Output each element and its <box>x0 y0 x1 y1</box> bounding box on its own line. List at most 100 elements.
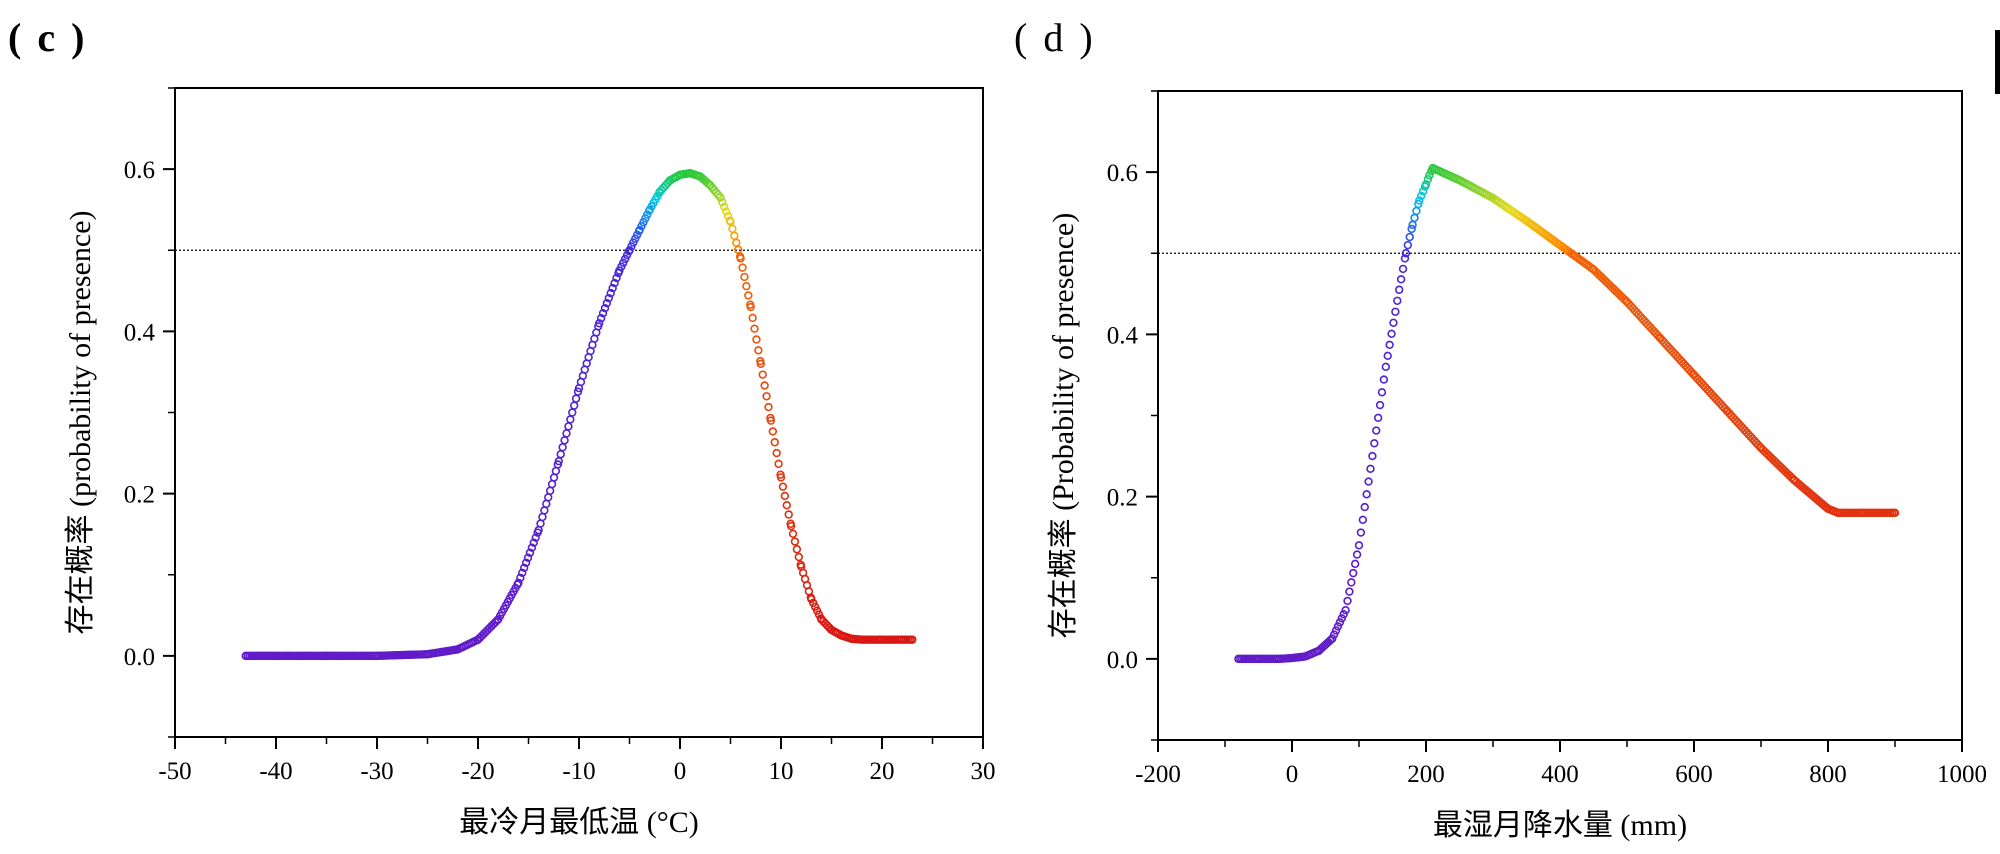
data-point <box>1349 568 1358 578</box>
x-tick-label-c: -30 <box>360 758 393 785</box>
x-axis-title-d: 最湿月降水量 (mm) <box>1433 809 1687 842</box>
data-point <box>752 335 761 344</box>
data-point <box>527 543 537 552</box>
data-point <box>566 415 575 424</box>
data-point <box>596 314 606 323</box>
data-point <box>1333 622 1343 631</box>
y-axis-title-c: 存在概率 (probability of presence) <box>64 210 97 634</box>
data-point <box>518 568 527 578</box>
data-point <box>774 459 783 469</box>
data-point <box>1375 400 1385 410</box>
x-tick-label-c: 10 <box>769 758 794 785</box>
data-point <box>536 519 545 528</box>
data-point <box>718 197 727 207</box>
data-point <box>1423 174 1433 184</box>
y-tick-label-d: 0.0 <box>1107 647 1138 674</box>
x-tick-label-d: 200 <box>1407 761 1445 788</box>
data-point <box>782 501 791 510</box>
data-point <box>1415 196 1424 205</box>
data-point <box>1350 559 1360 569</box>
data-point <box>788 529 798 539</box>
data-point <box>568 408 577 417</box>
data-point <box>523 553 533 562</box>
data-point <box>790 537 800 546</box>
data-point <box>764 402 773 412</box>
data-point <box>720 202 729 211</box>
data-point <box>598 309 608 318</box>
data-point <box>778 482 788 491</box>
data-point <box>571 394 581 403</box>
data-point <box>549 473 559 482</box>
x-tick-label-d: 800 <box>1809 761 1847 788</box>
data-point <box>610 278 619 288</box>
data-point <box>742 281 751 291</box>
x-tick-label-d: 1000 <box>1937 761 1987 788</box>
data-point <box>1398 264 1408 274</box>
neighbor-panel-edge <box>1995 30 2000 94</box>
data-point <box>560 436 569 445</box>
data-series-d <box>1234 163 1900 664</box>
data-point <box>728 224 737 234</box>
data-point <box>569 401 579 410</box>
data-point <box>784 510 793 519</box>
data-point <box>760 381 769 390</box>
data-point <box>562 429 571 438</box>
data-point <box>776 473 786 482</box>
data-point <box>1407 224 1416 234</box>
x-tick-label-c: 20 <box>870 758 895 785</box>
data-point <box>1339 610 1348 619</box>
data-point <box>772 448 781 458</box>
data-point <box>1393 296 1402 305</box>
data-point <box>1377 388 1387 397</box>
data-point <box>1352 550 1362 559</box>
y-tick-label-d: 0.2 <box>1107 485 1138 512</box>
x-tick-label-c: 30 <box>971 758 996 785</box>
data-point <box>1343 596 1352 606</box>
x-tick-label-d: 0 <box>1286 761 1299 788</box>
x-tick-label-c: -50 <box>158 758 191 785</box>
data-point <box>1418 187 1428 196</box>
y-tick-label-c: 0.6 <box>124 157 155 184</box>
data-point <box>762 392 771 401</box>
data-point <box>1370 439 1379 448</box>
data-point <box>540 506 549 515</box>
data-series-c <box>241 168 917 661</box>
data-point <box>1326 636 1335 645</box>
chart-d: -200 0 200 400 600 800 1000 0.0 0.2 0.4 0.6 最湿月降水量 … <box>1047 90 1987 842</box>
data-point <box>1373 413 1383 423</box>
data-point <box>544 493 553 502</box>
data-point <box>516 573 525 583</box>
data-point <box>1401 249 1411 258</box>
data-point <box>606 288 615 298</box>
data-point <box>1890 508 1900 518</box>
data-point <box>1362 490 1371 499</box>
chart-c: -50 -40 -30 -20 -10 0 10 20 30 0.0 0.2 0.4 0.6 最冷月最低温… <box>64 87 996 839</box>
data-point <box>746 302 755 312</box>
data-point <box>1400 254 1410 263</box>
data-point <box>1394 285 1404 294</box>
data-point <box>750 324 759 333</box>
data-point <box>1387 329 1396 338</box>
data-point <box>547 479 557 489</box>
x-tick-label-c: 0 <box>674 758 687 785</box>
data-point <box>529 538 538 547</box>
data-point <box>1389 318 1398 327</box>
data-point <box>1337 614 1346 623</box>
data-point <box>740 272 749 282</box>
data-point <box>545 486 555 495</box>
data-point <box>1403 240 1413 250</box>
data-point <box>521 558 531 567</box>
panel-label-c: ( c ) <box>8 15 88 60</box>
x-tick-label-c: -10 <box>562 758 595 785</box>
data-point <box>594 319 604 328</box>
y-tick-label-d: 0.6 <box>1107 160 1138 187</box>
data-point <box>768 427 778 436</box>
data-point <box>600 303 610 313</box>
data-point <box>1345 587 1354 596</box>
data-point <box>1421 180 1431 189</box>
data-point <box>1385 340 1394 350</box>
x-tick-label-c: -40 <box>259 758 292 785</box>
data-point <box>1327 634 1337 643</box>
data-point <box>525 548 535 557</box>
